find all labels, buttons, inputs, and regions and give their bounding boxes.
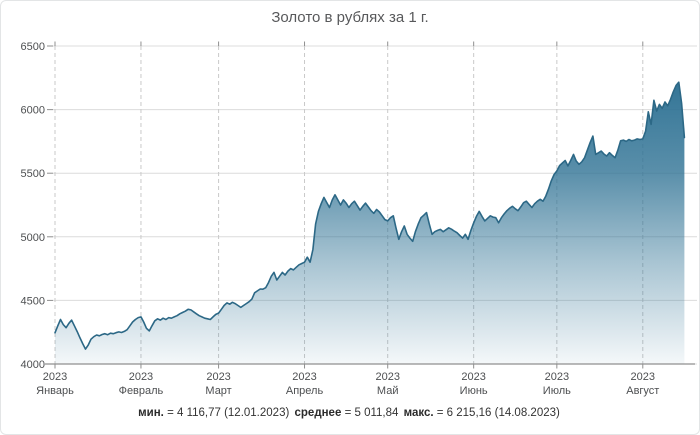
stat-max-label: макс. xyxy=(403,407,434,419)
x-tick-month: Август xyxy=(626,385,659,397)
x-tick-month: Июль xyxy=(543,385,571,397)
x-tick-year: 2023 xyxy=(129,371,153,383)
stats-footer: мин. = 4 116,77 (12.01.2023) среднее = 5… xyxy=(1,407,699,419)
x-tick-month: Февраль xyxy=(119,385,164,397)
chart-title: Золото в рублях за 1 г. xyxy=(271,9,429,26)
stat-min-value: = 4 116,77 (12.01.2023) xyxy=(167,407,290,419)
y-tick-label: 6500 xyxy=(21,41,45,53)
x-tick-month: Март xyxy=(205,385,231,397)
stat-max-value: = 6 215,16 (14.08.2023) xyxy=(436,407,560,419)
x-tick-year: 2023 xyxy=(292,371,316,383)
price-line xyxy=(54,81,686,350)
stat-avg-value: = 5 011,84 xyxy=(344,407,399,419)
x-tick-month: Апрель xyxy=(286,385,324,397)
x-tick-year: 2023 xyxy=(545,371,569,383)
x-tick-year: 2023 xyxy=(43,371,67,383)
stat-avg-label: среднее xyxy=(294,407,342,419)
price-area-chart: 4000 4500 5000 5500 6000 6500 2023 Январь 2023 Фе… xyxy=(21,41,697,397)
x-tick-month: Июнь xyxy=(460,385,488,397)
y-tick-label: 6000 xyxy=(21,105,45,117)
y-tick-label: 4000 xyxy=(21,359,45,371)
x-tick-year: 2023 xyxy=(461,371,485,383)
y-tick-label: 5500 xyxy=(21,168,45,180)
stat-min-label: мин. xyxy=(138,407,164,419)
x-tick-year: 2023 xyxy=(631,371,655,383)
price-area-fill xyxy=(55,82,685,364)
x-tick-year: 2023 xyxy=(206,371,230,383)
x-tick-month: Январь xyxy=(36,385,74,397)
x-tick-month: Май xyxy=(377,385,399,397)
y-tick-label: 5000 xyxy=(21,232,45,244)
y-tick-label: 4500 xyxy=(21,295,45,307)
x-tick-year: 2023 xyxy=(375,371,399,383)
